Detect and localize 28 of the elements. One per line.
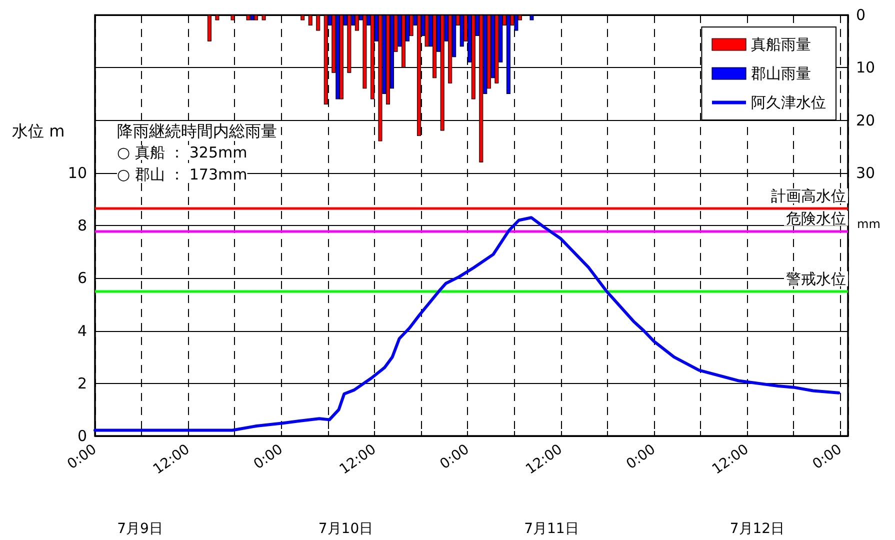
y-axis-title: 水位 m (12, 122, 65, 140)
y-tick-label: 10 (68, 164, 87, 182)
legend-label: 真船雨量 (751, 36, 811, 54)
ref-line-label: 危険水位 (786, 209, 846, 228)
legend-label: 郡山雨量 (751, 64, 811, 82)
y-tick-label: 6 (77, 269, 87, 288)
y2-tick-label: 10 (856, 58, 876, 77)
y2-tick-label: 0 (856, 6, 866, 24)
annotation: ○ 真船 ： 325mm (117, 144, 248, 162)
x-tick-label: 0:00 (624, 441, 659, 473)
x-tick-label: 0:00 (810, 441, 845, 473)
ref-line-label: 警戒水位 (786, 270, 846, 288)
text: 7月12日 (730, 521, 785, 537)
y-tick-label: 4 (77, 322, 87, 340)
y2-tick-label: 30 (856, 164, 876, 182)
text: 7月9日 (117, 521, 163, 537)
y2-axis-title: mm (857, 217, 880, 231)
x-tick-label: 0:00 (250, 441, 286, 473)
text: 7月11日 (524, 521, 579, 537)
y2-tick-label: 20 (856, 111, 876, 130)
legend-label: 阿久津水位 (751, 94, 826, 112)
ref-line-label: 計画高水位 (771, 186, 846, 205)
text: 7月10日 (318, 521, 374, 537)
annotation: 降雨継続時間内総雨量 (117, 122, 277, 140)
annotation: ○ 郡山 ： 173mm (117, 166, 248, 184)
x-tick-label: 0:00 (437, 441, 472, 473)
y-tick-label: 2 (77, 374, 87, 392)
y-tick-label: 8 (77, 216, 87, 234)
